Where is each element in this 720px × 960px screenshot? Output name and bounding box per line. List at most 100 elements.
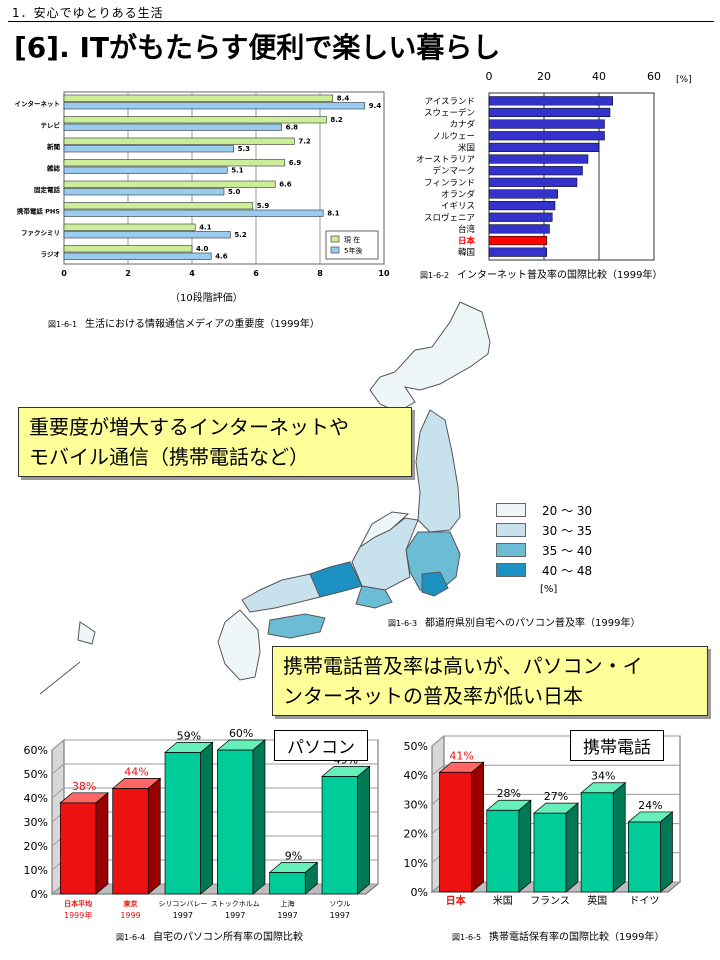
category-label: 日本: [458, 236, 476, 247]
legend-range-2: 30 ～ 35: [542, 523, 593, 538]
bar: [164, 741, 214, 895]
category-label: フランス: [530, 895, 570, 907]
map-tohoku: [415, 409, 461, 533]
bar-side: [612, 781, 626, 893]
bar: [488, 166, 583, 176]
y-tick-label: 0%: [411, 886, 428, 899]
y-tick-label: 30%: [24, 816, 48, 829]
category-label: スウェーデン: [424, 107, 475, 118]
category-label: 新聞: [47, 142, 61, 151]
internet-penetration-chart: 0 20 40 60 [%] アイスランドスウェーデンカナダノルウェー米国オーストラリアデ…: [416, 70, 692, 261]
y-tick-label: 30%: [404, 798, 428, 811]
category-label: オランダ: [441, 189, 476, 200]
bar-value-label: 27%: [544, 790, 568, 803]
gridline: [51, 787, 65, 799]
category-label: スロヴェニア: [424, 212, 475, 223]
bar-value-label: 41%: [449, 749, 473, 762]
category-sublabel: 1997: [277, 911, 297, 920]
bar: [63, 188, 225, 196]
y-tick-label: 0%: [31, 888, 48, 901]
category-label: 雑誌: [46, 163, 61, 172]
fig4-title: 自宅のパソコン所有率の国際比較: [153, 932, 304, 943]
pc-ownership-chart: 0% 10% 20% 30% 40% 50% 60% 38% 日本平均 1999年 44% 東京 199…: [24, 728, 380, 920]
bar-value-label: 59%: [177, 729, 201, 742]
category-label: 携帯電話 PHS: [17, 206, 60, 215]
fig5-title: 携帯電話保有率の国際比較（1999年）: [489, 932, 665, 943]
bar: [63, 145, 234, 153]
bar: [268, 861, 319, 895]
bar-front: [580, 792, 614, 893]
category-label: フィンランド: [424, 178, 475, 188]
fig2-caption: 図1-6-2 インターネット普及率の国際比較（1999年）: [420, 266, 663, 281]
bar-front: [628, 821, 661, 893]
legend-swatch-3: [496, 543, 526, 557]
bar: [321, 765, 371, 895]
gridline: [431, 735, 445, 747]
fig5-caption: 図1-6-5 携帯電話保有率の国際比較（1999年）: [452, 928, 665, 943]
bar: [488, 201, 556, 211]
legend-range-1: 20 ～ 30: [542, 503, 593, 518]
bar: [438, 761, 485, 893]
category-label: 日本: [446, 894, 467, 907]
legend-row-3: 35 ～ 40: [496, 540, 592, 560]
gridline: [51, 739, 65, 751]
fig4-caption: 図1-6-4 自宅のパソコン所有率の国際比較: [116, 928, 303, 943]
fig2-number: 図1-6-2: [420, 271, 450, 280]
bar: [488, 96, 613, 106]
bar: [63, 252, 212, 260]
callout-mid: 携帯電話普及率は高いが、パソコン・イ ンターネットの普及率が低い日本: [272, 646, 708, 716]
map-chugoku: [241, 573, 321, 613]
x-tick-label: 60: [647, 70, 661, 83]
category-sublabel: 1997: [330, 911, 350, 920]
bar-value-label: 6.6: [279, 181, 292, 189]
bar: [63, 137, 295, 145]
unit-label: [%]: [676, 75, 692, 85]
x-tick-label: 6: [253, 269, 259, 278]
legend-row-4: 40 ～ 48: [496, 560, 592, 580]
bar: [63, 123, 282, 131]
bar-value-label: 5.1: [231, 167, 244, 175]
x-tick-label: 2: [125, 269, 131, 278]
bar-front: [60, 802, 97, 895]
y-tick-label: 40%: [24, 792, 48, 805]
bar: [488, 235, 547, 246]
bar-front: [533, 812, 567, 893]
y-tick-label: 60%: [24, 744, 48, 757]
bar: [63, 245, 193, 253]
bar-side: [518, 799, 532, 893]
bar-value-label: 38%: [72, 780, 96, 793]
bar: [216, 739, 266, 895]
bar: [488, 142, 600, 152]
callout-mid-line-2: ンターネットの普及率が低い日本: [283, 684, 583, 708]
category-label: 英国: [587, 894, 607, 907]
x-tick-label: 40: [592, 70, 606, 83]
bar: [488, 189, 558, 199]
bar-value-label: 9%: [285, 849, 302, 862]
bar: [488, 247, 547, 257]
bar: [63, 166, 228, 174]
category-label: アイスランド: [425, 97, 475, 107]
category-label: 韓国: [458, 247, 475, 258]
bar-value-label: 7.2: [298, 138, 311, 146]
y-tick-label: 50%: [404, 740, 428, 753]
category-label: デンマーク: [432, 166, 475, 177]
x-tick-label: 20: [537, 70, 551, 83]
bar: [488, 177, 578, 187]
legend-range-4: 40 ～ 48: [542, 563, 593, 578]
y-tick-label: 10%: [404, 857, 428, 870]
bar-front: [439, 771, 472, 893]
bar-value-label: 5.3: [238, 145, 251, 153]
bar-value-label: 4.0: [196, 245, 209, 253]
bar: [63, 102, 366, 110]
bar-front: [217, 749, 254, 895]
bar-side: [95, 792, 109, 895]
header-rule: [8, 21, 714, 22]
bar: [488, 224, 550, 234]
category-label: ストックホルム: [211, 900, 260, 908]
media-importance-chart: 0 2 4 6 8 10 インターネット 8.4 9.4 テレビ 8.2 6.8 新聞 7.2 5.3 雑誌 6…: [15, 91, 390, 278]
bar: [627, 811, 674, 893]
bar: [488, 154, 589, 164]
y-tick-label: 20%: [404, 828, 428, 841]
x-tick-label: 8: [317, 269, 323, 278]
category-label: ファクシミリ: [21, 228, 60, 237]
